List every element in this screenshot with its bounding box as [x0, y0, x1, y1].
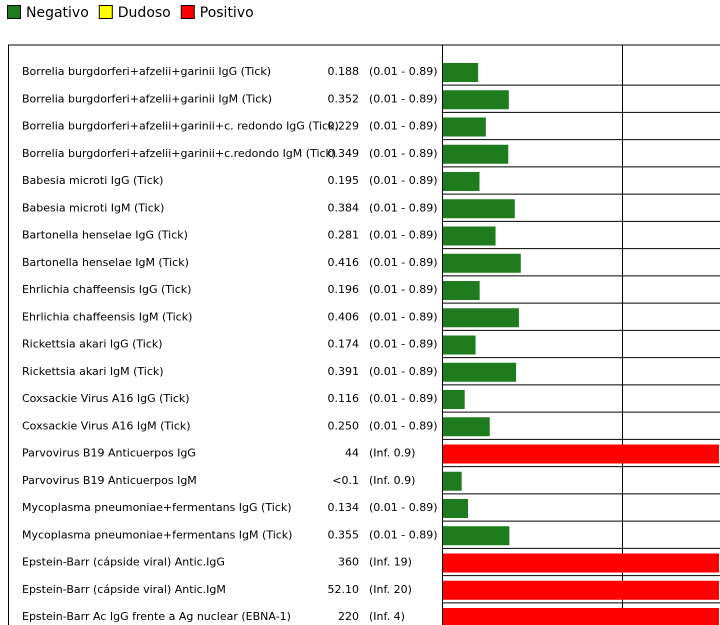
- reference-range: (Inf. 19): [369, 556, 412, 569]
- reference-range: (0.01 - 0.89): [369, 310, 438, 323]
- result-value: 0.250: [328, 419, 360, 432]
- result-value: 0.281: [328, 229, 360, 242]
- test-name: Borrelia burgdorferi+afzelii+garinii+c.r…: [22, 147, 336, 160]
- result-value: 0.134: [328, 501, 360, 514]
- reference-range: (0.01 - 0.89): [369, 65, 438, 78]
- bar: [443, 253, 521, 273]
- reference-range: (Inf. 4): [369, 610, 405, 623]
- bar: [443, 63, 479, 82]
- test-name: Parvovirus B19 Anticuerpos IgM: [22, 474, 197, 487]
- reference-range: (0.01 - 0.89): [369, 174, 438, 187]
- test-name: Parvovirus B19 Anticuerpos IgG: [22, 447, 196, 460]
- result-value: 52.10: [328, 583, 360, 596]
- result-value: 0.196: [328, 283, 360, 296]
- result-value: 0.188: [328, 65, 360, 78]
- reference-range: (0.01 - 0.89): [369, 392, 438, 405]
- result-value: 0.195: [328, 174, 360, 187]
- bar: [443, 199, 515, 219]
- test-name: Babesia microti IgM (Tick): [22, 201, 164, 214]
- reference-range: (0.01 - 0.89): [369, 256, 438, 269]
- bar: [443, 499, 469, 518]
- bar: [443, 90, 509, 110]
- result-value: 0.355: [328, 528, 360, 541]
- bar: [443, 471, 462, 491]
- reference-range: (0.01 - 0.89): [369, 501, 438, 514]
- test-name: Mycoplasma pneumoniae+fermentans IgM (Ti…: [22, 528, 292, 541]
- result-value: 0.416: [328, 256, 360, 269]
- reference-range: (0.01 - 0.89): [369, 229, 438, 242]
- test-name: Rickettsia akari IgM (Tick): [22, 365, 164, 378]
- reference-range: (0.01 - 0.89): [369, 201, 438, 214]
- result-value: 0.116: [328, 392, 360, 405]
- test-name: Borrelia burgdorferi+afzelii+garinii IgG…: [22, 65, 271, 78]
- bar: [443, 580, 719, 600]
- test-name: Coxsackie Virus A16 IgG (Tick): [22, 392, 190, 405]
- test-name: Epstein-Barr (cápside viral) Antic.IgG: [22, 556, 225, 569]
- reference-range: (0.01 - 0.89): [369, 283, 438, 296]
- legend-swatch: [180, 5, 195, 19]
- bar: [443, 308, 519, 328]
- test-name: Epstein-Barr Ac IgG frente a Ag nuclear …: [22, 610, 291, 623]
- bar: [443, 117, 486, 137]
- legend-label: Negativo: [26, 5, 89, 21]
- test-name: Epstein-Barr (cápside viral) Antic.IgM: [22, 583, 226, 596]
- bar: [443, 417, 490, 437]
- result-value: 0.406: [328, 310, 360, 323]
- test-name: Rickettsia akari IgG (Tick): [22, 338, 163, 351]
- legend-swatch: [7, 5, 21, 19]
- result-value: 0.229: [328, 120, 360, 133]
- test-name: Mycoplasma pneumoniae+fermentans IgG (Ti…: [22, 501, 292, 514]
- bar: [443, 281, 480, 300]
- reference-range: (0.01 - 0.89): [369, 419, 438, 432]
- bars: [443, 63, 719, 625]
- test-name: Borrelia burgdorferi+afzelii+garinii IgM…: [22, 92, 272, 105]
- bar: [443, 553, 719, 573]
- bar: [443, 444, 719, 464]
- reference-range: (Inf. 0.9): [369, 474, 415, 487]
- bar: [443, 335, 476, 355]
- result-value: 0.391: [328, 365, 360, 378]
- bar: [443, 390, 465, 409]
- legend-label: Dudoso: [118, 5, 171, 21]
- result-value: 220: [338, 610, 359, 623]
- bar: [443, 226, 496, 246]
- reference-range: (0.01 - 0.89): [369, 338, 438, 351]
- test-name: Bartonella henselae IgM (Tick): [22, 256, 189, 269]
- test-name: Ehrlichia chaffeensis IgM (Tick): [22, 310, 192, 323]
- test-name: Coxsackie Virus A16 IgM (Tick): [22, 419, 191, 432]
- result-value: 0.384: [328, 201, 360, 214]
- result-value: 0.174: [328, 338, 360, 351]
- reference-range: (0.01 - 0.89): [369, 147, 438, 160]
- result-value: 44: [345, 447, 359, 460]
- reference-range: (0.01 - 0.89): [369, 92, 438, 105]
- reference-range: (Inf. 20): [369, 583, 412, 596]
- bar: [443, 362, 517, 382]
- test-name: Borrelia burgdorferi+afzelii+garinii+c. …: [22, 120, 339, 133]
- bar: [443, 526, 510, 546]
- bar: [443, 172, 480, 191]
- legend-label: Positivo: [200, 5, 254, 21]
- result-value: <0.1: [332, 474, 359, 487]
- test-name: Babesia microti IgG (Tick): [22, 174, 163, 187]
- reference-range: (Inf. 0.9): [369, 447, 415, 460]
- test-name: Bartonella henselae IgG (Tick): [22, 229, 188, 242]
- result-value: 0.349: [328, 147, 360, 160]
- legend-swatch: [98, 5, 113, 19]
- bar: [443, 144, 509, 164]
- reference-range: (0.01 - 0.89): [369, 120, 438, 133]
- result-value: 0.352: [328, 92, 360, 105]
- bar: [443, 608, 719, 625]
- result-value: 360: [338, 556, 359, 569]
- test-name: Ehrlichia chaffeensis IgG (Tick): [22, 283, 191, 296]
- reference-range: (0.01 - 0.89): [369, 365, 438, 378]
- reference-range: (0.01 - 0.89): [369, 528, 438, 541]
